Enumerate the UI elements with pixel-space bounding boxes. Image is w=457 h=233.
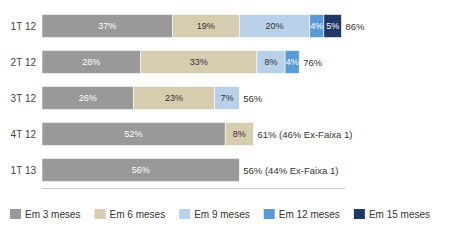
bar-segment — [257, 50, 285, 73]
category-label: 4T 12 — [11, 129, 37, 140]
bar-segment — [239, 86, 240, 109]
bar-segment — [134, 86, 215, 109]
annotation: 56% (44% Ex-Faixa 1) — [243, 165, 338, 176]
bar-segment — [215, 86, 240, 109]
bar-segment — [42, 14, 172, 37]
bar-segment — [324, 14, 342, 37]
bar-segment — [285, 50, 299, 73]
bar-segment — [42, 122, 225, 145]
annotation: 61% (46% Ex-Faixa 1) — [257, 129, 352, 140]
data-label: 8% — [233, 129, 246, 139]
bar-segment — [225, 122, 253, 145]
bar-segment — [141, 50, 257, 73]
legend-swatch — [264, 209, 275, 219]
bar-segment — [239, 158, 240, 181]
bar-segment — [42, 50, 141, 73]
legend-entry: Em 12 meses — [279, 209, 340, 220]
data-label: 7% — [220, 93, 233, 103]
data-label: 20% — [266, 21, 284, 31]
bar-segment — [172, 14, 239, 37]
x-axis-line — [42, 188, 345, 189]
annotation: 76% — [303, 57, 323, 68]
category-label: 3T 12 — [11, 93, 37, 104]
bar-segment — [239, 158, 240, 181]
bar-segment — [42, 86, 134, 109]
legend-entry: Em 9 meses — [194, 209, 250, 220]
bar-segment — [239, 158, 240, 181]
legend: Em 3 meses Em 6 meses Em 9 meses Em 12 mese… — [10, 209, 430, 220]
legend-entry: Em 3 meses — [25, 209, 81, 220]
bar-segment — [253, 122, 254, 145]
bar-segment — [239, 14, 309, 37]
bar-segment — [253, 122, 254, 145]
bar-segment — [42, 158, 239, 181]
bar-segment — [239, 86, 240, 109]
legend-swatch — [10, 209, 21, 219]
legend-entry: Em 15 meses — [369, 209, 430, 220]
data-label: 26% — [79, 93, 97, 103]
data-label: 56% — [132, 165, 150, 175]
category-label: 2T 12 — [11, 57, 37, 68]
data-label: 8% — [265, 57, 278, 67]
legend-swatch — [354, 209, 365, 219]
data-label: 4% — [286, 57, 299, 67]
chart: 37%28%26%52%56%19%33%23%8%20%8%7%4%4%5%8… — [0, 0, 457, 233]
data-label: 19% — [197, 21, 215, 31]
legend-entry: Em 6 meses — [110, 209, 166, 220]
data-label: 52% — [125, 129, 143, 139]
bar-segment — [310, 14, 324, 37]
labels: 37%28%26%52%56%19%33%23%8%20%8%7%4%4%5%8… — [79, 21, 365, 176]
category-label: 1T 13 — [11, 165, 37, 176]
data-label: 4% — [310, 21, 323, 31]
data-label: 37% — [98, 21, 116, 31]
data-label: 33% — [190, 57, 208, 67]
bar-segment — [239, 158, 240, 181]
annotation: 56% — [243, 93, 263, 104]
bar-segment — [299, 50, 300, 73]
data-label: 23% — [165, 93, 183, 103]
data-label: 28% — [82, 57, 100, 67]
bar-segment — [253, 122, 254, 145]
legend-swatch — [95, 209, 106, 219]
annotation: 86% — [345, 21, 365, 32]
data-label: 5% — [326, 21, 339, 31]
legend-swatch — [179, 209, 190, 219]
category-label: 1T 12 — [11, 21, 37, 32]
bars — [42, 14, 341, 181]
